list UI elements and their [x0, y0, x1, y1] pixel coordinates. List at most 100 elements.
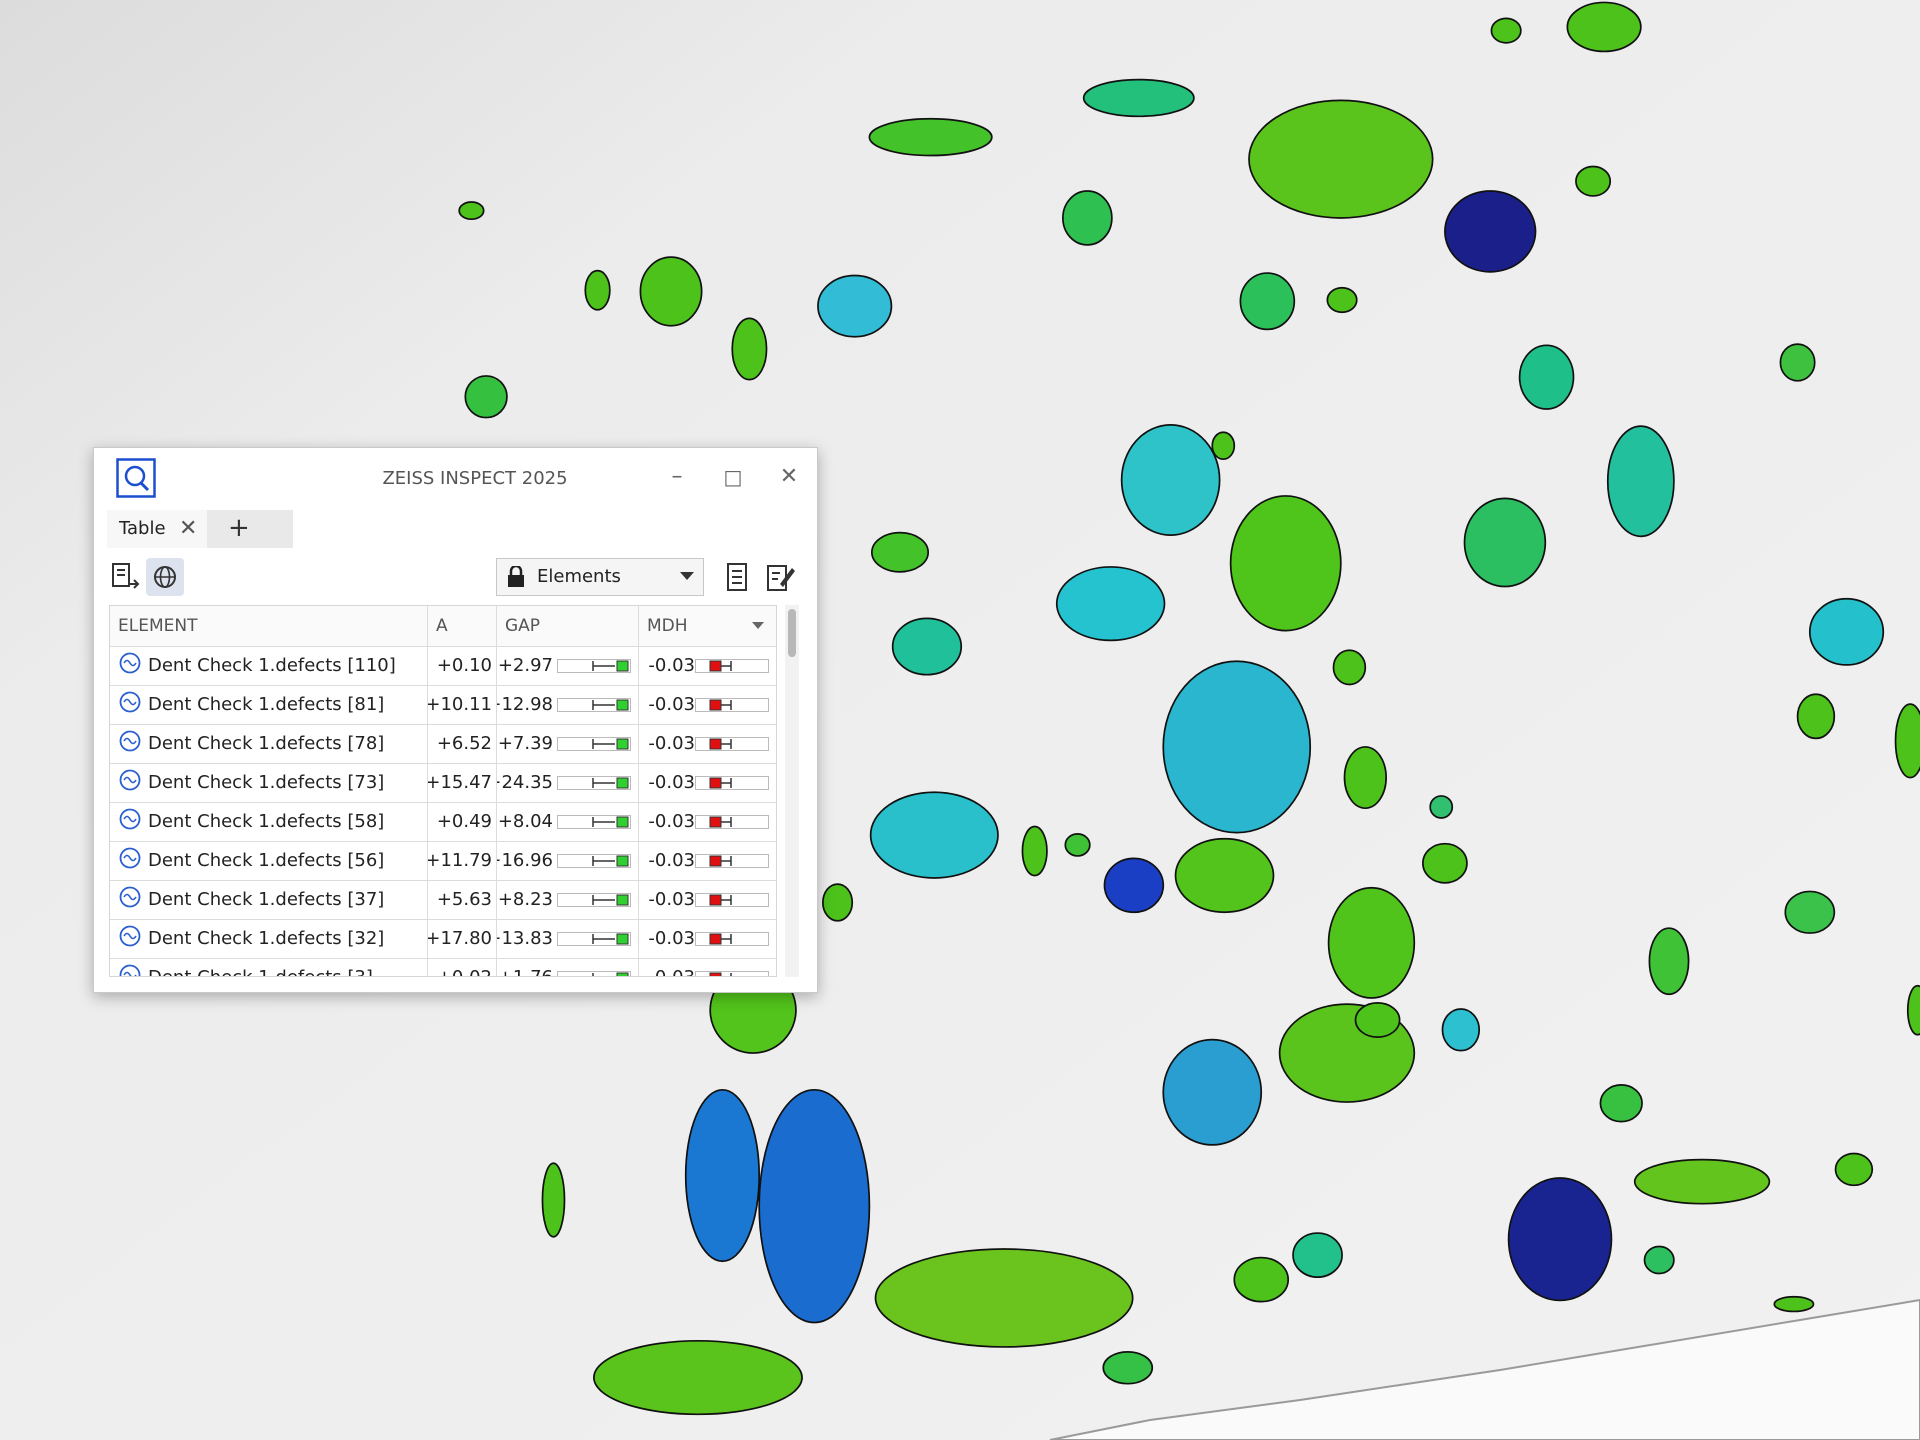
- table-row[interactable]: Dent Check 1.defects [110] +0.10 +2.97 -0.0…: [110, 647, 776, 686]
- table-row[interactable]: Dent Check 1.defects [73] +15.47+24.35 -0.…: [110, 764, 776, 803]
- maximize-button[interactable]: □: [723, 465, 743, 489]
- scan-edge: [1049, 1298, 1920, 1440]
- scrollbar[interactable]: [785, 605, 799, 977]
- tolerance-bar: [695, 932, 769, 946]
- mdh-text: -0.03: [648, 733, 695, 754]
- element-name: Dent Check 1.defects [110]: [148, 655, 396, 676]
- value-mdh: -0.03: [639, 647, 776, 685]
- value-gap: +16.96: [497, 842, 639, 880]
- mdh-text: -0.03: [648, 694, 695, 715]
- table-row[interactable]: Dent Check 1.defects [3] +0.02+1.76 -0.03: [110, 959, 776, 976]
- tolerance-bar: [557, 854, 631, 868]
- results-table: ELEMENT A GAP MDH Dent Check 1.defects [110]…: [109, 605, 777, 977]
- scroll-thumb[interactable]: [788, 609, 796, 657]
- column-header[interactable]: MDH: [639, 606, 776, 646]
- edit-icon[interactable]: [764, 560, 798, 594]
- element-name: Dent Check 1.defects [56]: [148, 850, 385, 871]
- value-mdh: -0.03: [639, 764, 776, 802]
- element-cell: Dent Check 1.defects [3]: [110, 959, 428, 976]
- value-a: +15.47: [428, 764, 497, 802]
- value-a: +17.80: [428, 920, 497, 958]
- value-gap: +1.76: [497, 959, 639, 976]
- close-button[interactable]: ✕: [779, 464, 799, 489]
- tab[interactable]: Table: [107, 510, 207, 548]
- tolerance-bar: [557, 893, 631, 907]
- element-name: Dent Check 1.defects [73]: [148, 772, 385, 793]
- column-header[interactable]: A: [428, 606, 497, 646]
- header-row: ELEMENT A GAP MDH: [110, 606, 776, 647]
- defect-icon: [119, 847, 141, 869]
- gap-text: +1.76: [497, 959, 557, 976]
- gap-text: +24.35: [497, 772, 553, 793]
- app-logo: [116, 458, 156, 498]
- table-row[interactable]: Dent Check 1.defects [32] +17.80+13.83 -0.…: [110, 920, 776, 959]
- gap-text: +2.97: [497, 655, 553, 676]
- defect-icon: [119, 769, 141, 791]
- defect-icon: [119, 886, 141, 908]
- tolerance-bar: [557, 815, 631, 829]
- table-row[interactable]: Dent Check 1.defects [56] +11.79+16.96 -0.…: [110, 842, 776, 881]
- element-dropdown[interactable]: Elements: [496, 558, 704, 596]
- tolerance-bar: [557, 659, 631, 673]
- app-window: ZEISS INSPECT 2025 – □ ✕ Table ✕ + Eleme…: [93, 447, 818, 993]
- element-cell: Dent Check 1.defects [73]: [110, 764, 428, 802]
- value-a: +0.49: [428, 803, 497, 841]
- gap-text: +16.96: [497, 850, 553, 871]
- element-cell: Dent Check 1.defects [37]: [110, 881, 428, 919]
- tolerance-bar: [557, 698, 631, 712]
- tolerance-bar: [695, 971, 769, 976]
- value-mdh: -0.03: [639, 959, 776, 976]
- value-a: +0.10: [428, 647, 497, 685]
- value-mdh: -0.03: [639, 881, 776, 919]
- gap-text: +8.04: [497, 811, 553, 832]
- element-cell: Dent Check 1.defects [81]: [110, 686, 428, 724]
- element-name: Dent Check 1.defects [37]: [148, 889, 385, 910]
- list-icon[interactable]: [722, 560, 752, 594]
- table-row[interactable]: Dent Check 1.defects [58] +0.49 +8.04 -0.03: [110, 803, 776, 842]
- value-a: +10.11: [428, 686, 497, 724]
- lock-icon: [508, 566, 524, 587]
- global-icon[interactable]: [146, 558, 184, 596]
- add-tab[interactable]: +: [228, 513, 250, 543]
- defect-icon: [119, 808, 141, 830]
- element-name: Dent Check 1.defects [32]: [148, 928, 385, 949]
- mdh-text: -0.03: [648, 811, 695, 832]
- value-mdh: -0.03: [639, 842, 776, 880]
- tolerance-bar: [695, 698, 769, 712]
- tolerance-bar: [557, 932, 631, 946]
- value-mdh: -0.03: [639, 803, 776, 841]
- value-gap: +8.04: [497, 803, 639, 841]
- value-a: +0.02: [428, 959, 497, 976]
- value-gap: +13.83: [497, 920, 639, 958]
- mdh-text: -0.03: [648, 928, 695, 949]
- value-mdh: -0.03: [639, 686, 776, 724]
- element-name: Dent Check 1.defects [3]: [148, 967, 373, 976]
- element-cell: Dent Check 1.defects [110]: [110, 647, 428, 685]
- element-name: Dent Check 1.defects [78]: [148, 733, 385, 754]
- column-header[interactable]: GAP: [497, 606, 639, 646]
- mdh-text: -0.03: [648, 655, 695, 676]
- tolerance-bar: [695, 737, 769, 751]
- tolerance-bar: [557, 737, 631, 751]
- column-header[interactable]: ELEMENT: [110, 606, 428, 646]
- mdh-text: -0.03: [648, 850, 695, 871]
- tolerance-bar: [695, 815, 769, 829]
- table-row[interactable]: Dent Check 1.defects [37] +5.63 +8.23 -0.03: [110, 881, 776, 920]
- gap-text: +13.83: [497, 928, 553, 949]
- minimize-button[interactable]: –: [671, 464, 683, 489]
- tolerance-bar: [695, 659, 769, 673]
- tolerance-bar: [695, 893, 769, 907]
- defect-icon: [119, 925, 141, 947]
- table-row[interactable]: Dent Check 1.defects [81] +10.11+12.98 -0.…: [110, 686, 776, 725]
- export-icon[interactable]: [108, 560, 142, 594]
- element-cell: Dent Check 1.defects [58]: [110, 803, 428, 841]
- tolerance-bar: [695, 854, 769, 868]
- value-gap: +24.35: [497, 764, 639, 802]
- tab-close[interactable]: ✕: [179, 516, 198, 541]
- tolerance-bar: [557, 776, 631, 790]
- element-cell: Dent Check 1.defects [78]: [110, 725, 428, 763]
- element-cell: Dent Check 1.defects [56]: [110, 842, 428, 880]
- mdh-text: -0.03: [639, 959, 699, 976]
- table-row[interactable]: Dent Check 1.defects [78] +6.52 +7.39 -0.03: [110, 725, 776, 764]
- gap-text: +12.98: [497, 694, 553, 715]
